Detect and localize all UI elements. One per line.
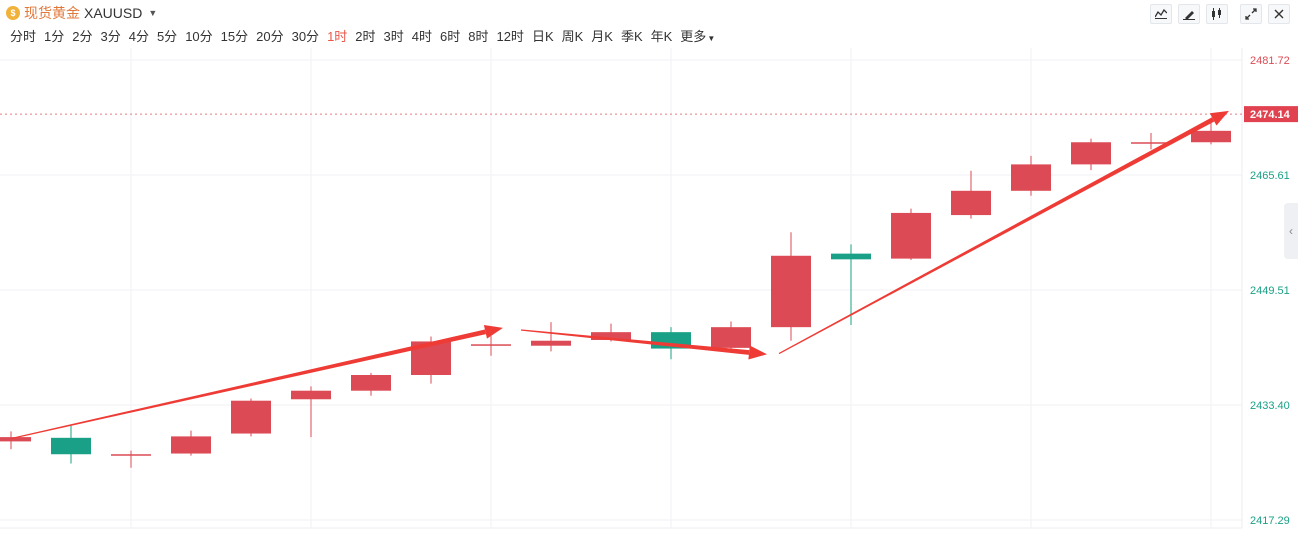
- arrow-head: [1209, 110, 1229, 126]
- period-tabs: 分时 1分 2分 3分 4分 5分 10分 15分 20分 30分 1时 2时 3时 4时 6时 8时 12时日…: [6, 26, 719, 45]
- arrow-head: [748, 345, 767, 360]
- candle-body: [471, 344, 511, 346]
- fullscreen-icon[interactable]: [1240, 4, 1262, 24]
- period-tab[interactable]: 季K: [620, 29, 643, 44]
- more-periods-dropdown[interactable]: 更多▼: [676, 26, 719, 45]
- current-price-badge: [1244, 106, 1298, 123]
- symbol-code: XAUUSD: [84, 5, 143, 21]
- period-tab[interactable]: 4时: [411, 29, 432, 44]
- candle-body: [951, 190, 991, 216]
- candle-body: [891, 212, 931, 259]
- period-tab[interactable]: 4分: [128, 29, 149, 44]
- candle-style-icon[interactable]: [1206, 4, 1228, 24]
- candle-body: [711, 327, 751, 348]
- chevron-left-icon: ‹: [1289, 224, 1293, 238]
- candle-body: [771, 255, 811, 328]
- arrow-head: [483, 324, 503, 339]
- candle-body: [591, 332, 631, 341]
- arrow-shaft: [10, 329, 486, 440]
- symbol-selector[interactable]: $ 现货黄金 XAUUSD ▼: [6, 3, 157, 23]
- candle-body: [1131, 142, 1171, 144]
- arrow-shaft: [778, 117, 1215, 355]
- y-axis-tick-label: 2449.51: [1250, 285, 1290, 297]
- period-tab[interactable]: 1分: [44, 29, 65, 44]
- candle-body: [1071, 142, 1111, 165]
- period-tab[interactable]: 1时: [327, 29, 348, 44]
- candle-body: [111, 454, 151, 456]
- period-tab[interactable]: 8时: [468, 29, 489, 44]
- period-tab[interactable]: 3时: [383, 29, 404, 44]
- period-tab[interactable]: 20分: [256, 29, 284, 44]
- candle-body: [531, 340, 571, 346]
- draw-icon[interactable]: [1178, 4, 1200, 24]
- trend-arrow-annotation[interactable]: [778, 110, 1229, 355]
- period-tab[interactable]: 5分: [156, 29, 178, 44]
- trend-arrow-annotation[interactable]: [520, 329, 767, 360]
- period-tab[interactable]: 分时: [10, 29, 37, 44]
- candle-body: [171, 436, 211, 454]
- period-tab[interactable]: 2分: [72, 29, 93, 44]
- candle-body: [51, 437, 91, 455]
- chevron-down-icon: ▼: [148, 8, 158, 18]
- candle-body: [831, 253, 871, 260]
- period-tab[interactable]: 15分: [220, 29, 249, 44]
- period-tab[interactable]: 日K: [531, 29, 554, 44]
- period-tab[interactable]: 年K: [650, 29, 673, 44]
- more-label: 更多: [680, 29, 707, 44]
- chart-header: $ 现货黄金 XAUUSD ▼: [0, 0, 1298, 24]
- gold-coin-icon: $: [6, 6, 20, 20]
- period-tab[interactable]: 周K: [561, 29, 584, 44]
- symbol-name: 现货黄金: [24, 5, 80, 21]
- close-icon[interactable]: [1268, 4, 1290, 24]
- current-price-label: 2474.14: [1250, 109, 1291, 121]
- period-tab[interactable]: 月K: [591, 29, 613, 44]
- arrow-shaft: [520, 329, 750, 355]
- y-axis-tick-label: 2465.61: [1250, 170, 1290, 182]
- y-axis-tick-label: 2481.72: [1250, 55, 1290, 67]
- period-tab[interactable]: 12时: [496, 29, 524, 44]
- period-tab[interactable]: 10分: [185, 29, 213, 44]
- candle-body: [1191, 130, 1231, 143]
- side-panel-toggle[interactable]: ‹: [1284, 203, 1298, 259]
- candle-body: [351, 374, 391, 391]
- trend-arrow-annotation[interactable]: [10, 324, 503, 440]
- candle-body: [1011, 164, 1051, 191]
- chart-toolbar: [1150, 4, 1290, 24]
- period-tab[interactable]: 3分: [100, 29, 121, 44]
- period-tab[interactable]: 30分: [291, 29, 320, 44]
- candle-body: [0, 437, 31, 442]
- indicator-icon[interactable]: [1150, 4, 1172, 24]
- chevron-down-icon: ▼: [707, 34, 716, 43]
- candle-body: [231, 400, 271, 434]
- y-axis-tick-label: 2417.29: [1250, 515, 1290, 527]
- period-tab[interactable]: 6时: [440, 29, 461, 44]
- period-tab[interactable]: 2时: [355, 29, 376, 44]
- y-axis-tick-label: 2433.40: [1250, 400, 1290, 412]
- candle-body: [291, 390, 331, 400]
